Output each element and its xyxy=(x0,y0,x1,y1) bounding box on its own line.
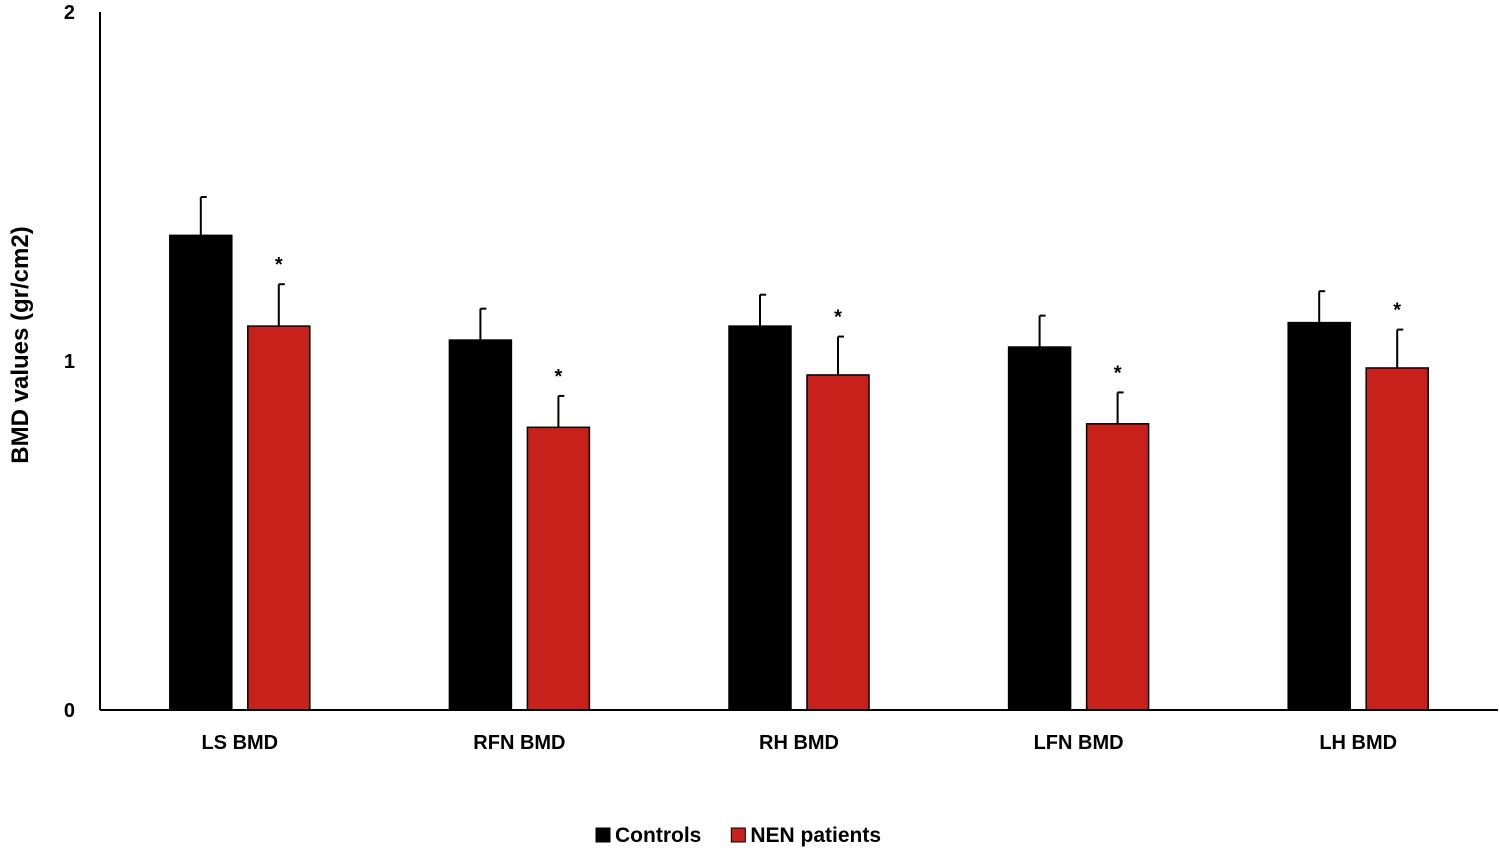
x-category-label: LFN BMD xyxy=(1034,732,1124,754)
bar-nen-patients-4 xyxy=(1085,423,1150,711)
legend-label-controls: Controls xyxy=(615,824,701,847)
x-category-label: LS BMD xyxy=(201,732,278,754)
y-tick-labels: 0 1 2 xyxy=(64,2,75,722)
bar-controls-1 xyxy=(169,234,233,711)
bar-nen-patients-5 xyxy=(1365,367,1429,711)
error-bars-layer: * * * * * xyxy=(199,195,1404,428)
significance-marker: * xyxy=(1114,362,1122,384)
bars-layer xyxy=(169,234,1429,711)
x-category-labels: LS BMD RFN BMD RH BMD LFN BMD LH BMD xyxy=(201,732,1397,754)
x-category-label: LH BMD xyxy=(1319,732,1397,754)
y-tick-label: 2 xyxy=(64,2,75,24)
x-category-label: RFN BMD xyxy=(473,732,565,754)
legend: Controls NEN patients xyxy=(595,824,881,847)
y-tick-label: 1 xyxy=(64,351,75,373)
significance-marker: * xyxy=(555,366,563,388)
significance-marker: * xyxy=(275,254,283,276)
x-category-label: RH BMD xyxy=(759,732,839,754)
legend-swatch-controls xyxy=(595,827,611,843)
bar-controls-5 xyxy=(1287,321,1351,711)
legend-label-nen-patients: NEN patients xyxy=(750,824,881,847)
bar-controls-4 xyxy=(1007,346,1072,711)
significance-marker: * xyxy=(1393,300,1401,322)
significance-marker: * xyxy=(834,307,842,329)
bar-controls-3 xyxy=(728,325,792,711)
bar-controls-2 xyxy=(448,339,513,711)
y-tick-label: 0 xyxy=(64,700,75,722)
bar-nen-patients-2 xyxy=(526,426,591,711)
axes-layer xyxy=(99,12,1498,711)
y-axis-label: BMD values (gr/cm2) xyxy=(7,226,34,463)
bar-nen-patients-1 xyxy=(247,325,311,711)
legend-swatch-nen-patients xyxy=(730,827,746,843)
bar-nen-patients-3 xyxy=(806,374,870,711)
